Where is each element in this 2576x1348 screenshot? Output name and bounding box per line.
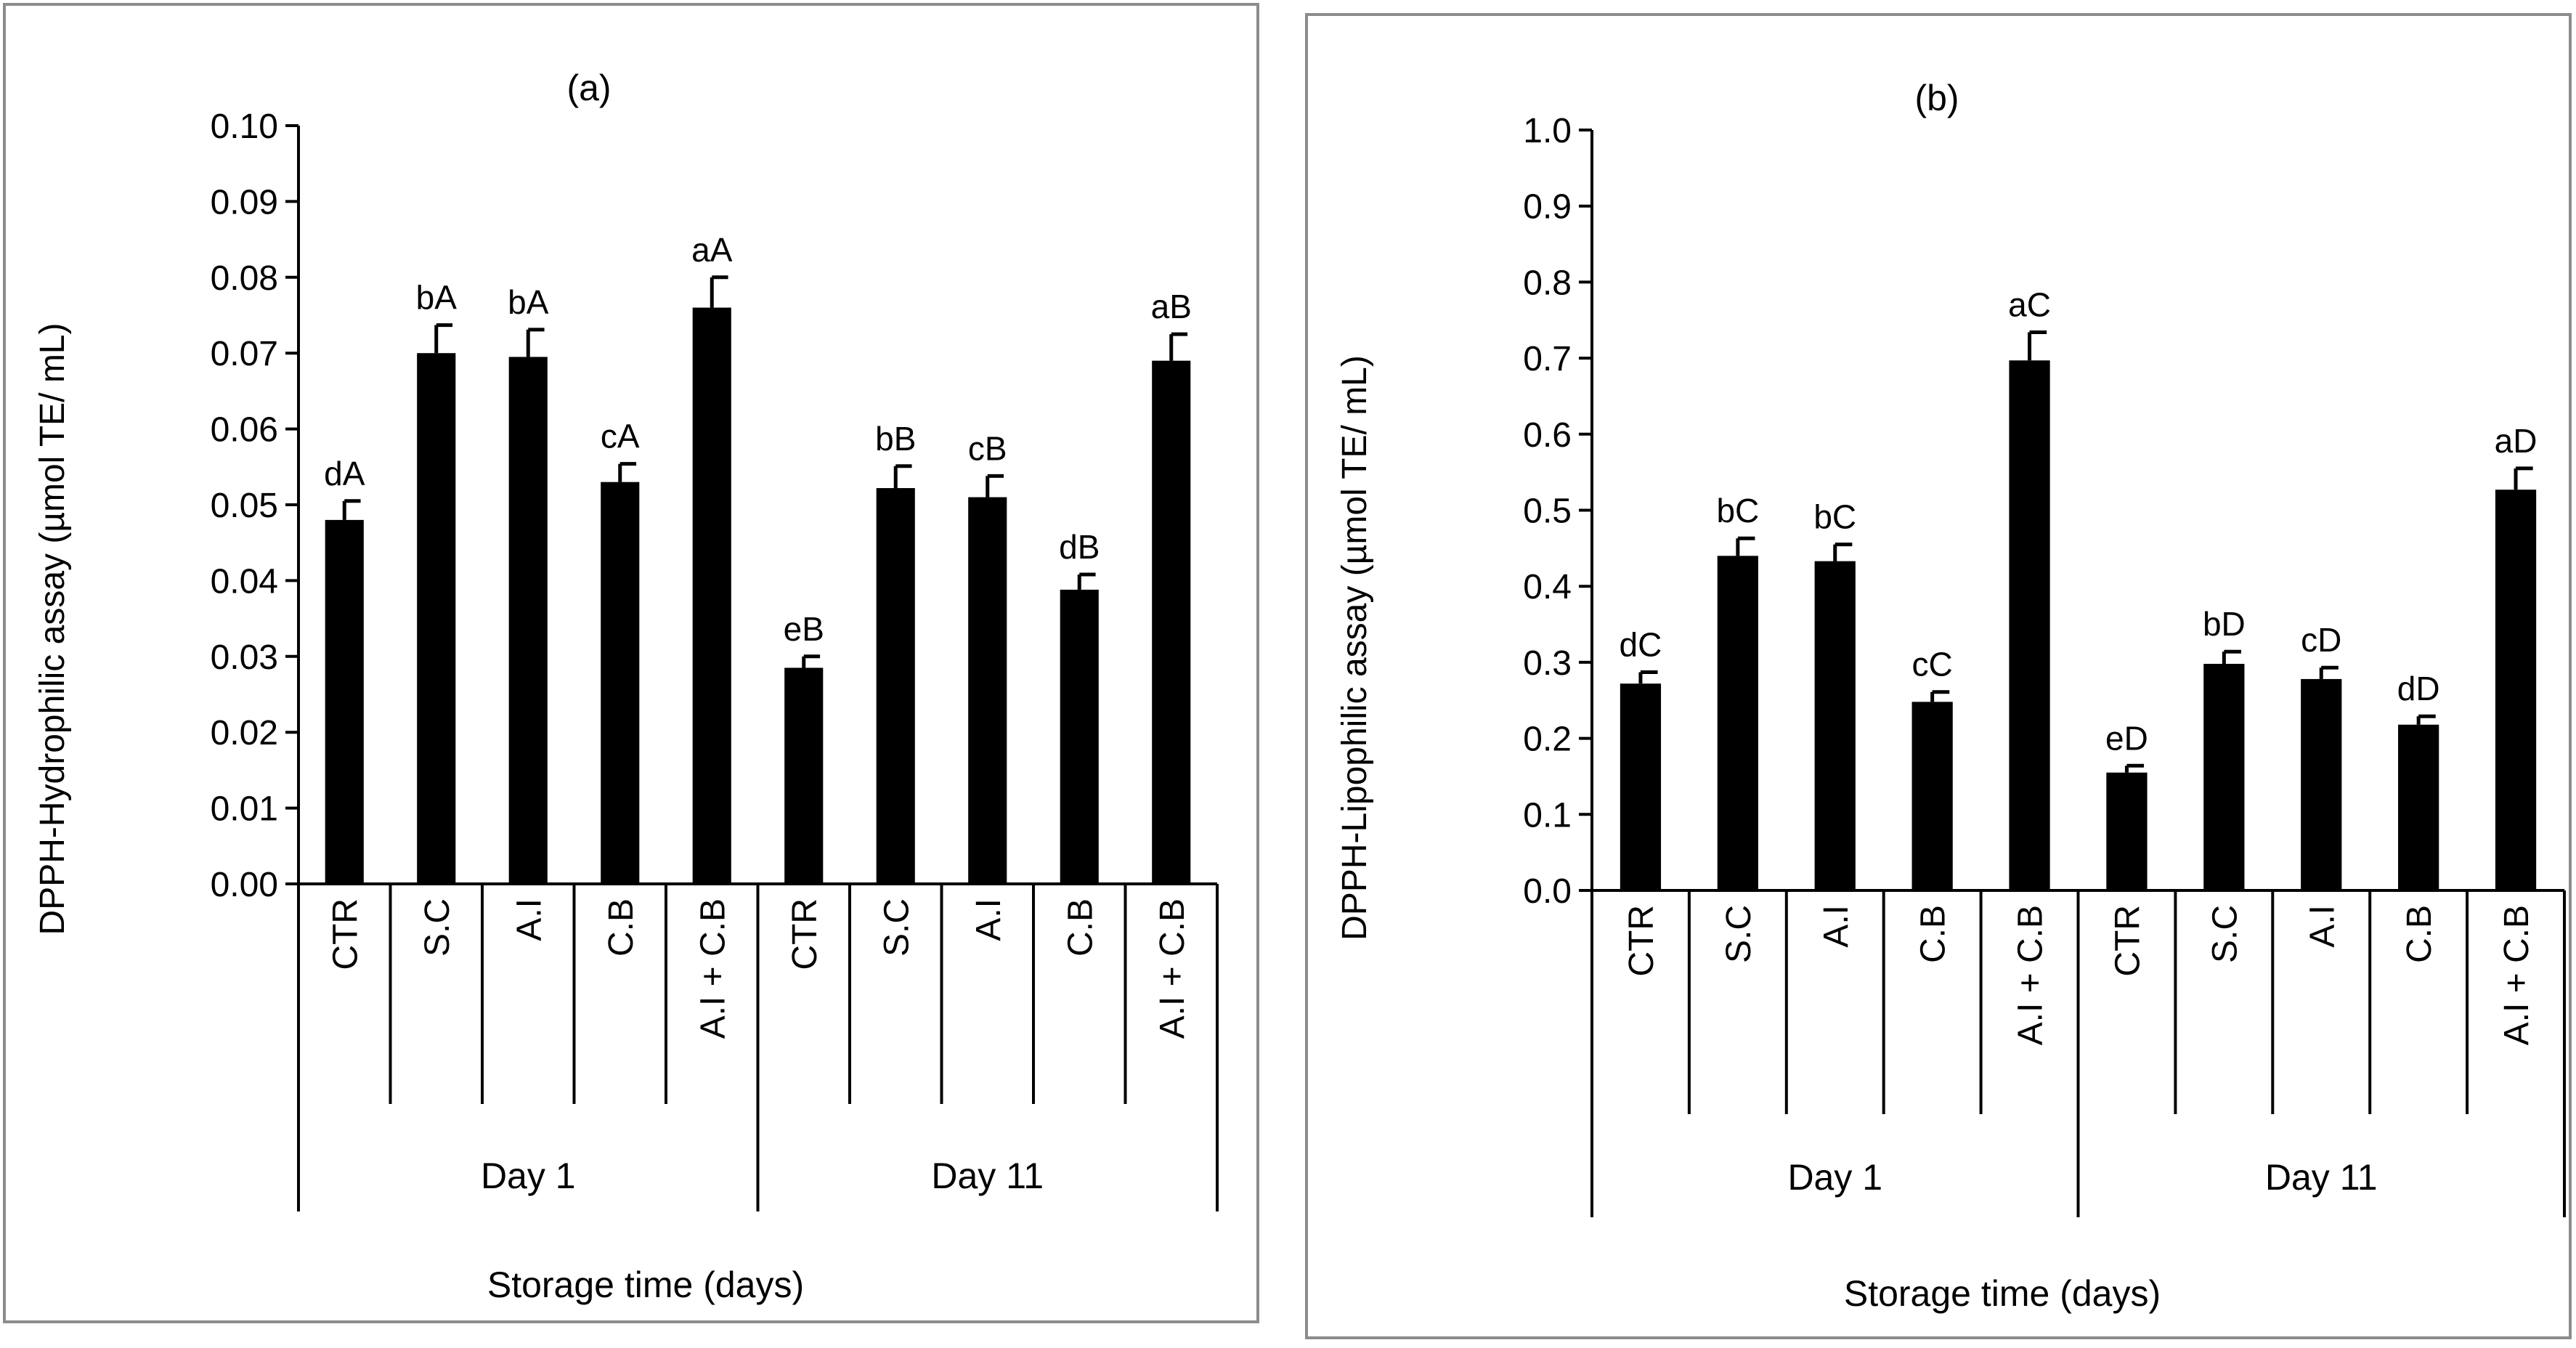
bar-a — [968, 497, 1007, 884]
category-label-b: A.I — [1817, 905, 1856, 948]
bar-b — [1814, 561, 1856, 890]
x-axis-title-b: Storage time (days) — [1844, 1273, 2161, 1314]
data-label-a: dA — [324, 455, 365, 492]
data-label-b: eD — [2105, 719, 2148, 757]
y-tick-label-a: 0.05 — [211, 487, 278, 525]
y-tick-label-b: 0.3 — [1523, 644, 1572, 683]
category-label-a: A.I — [970, 898, 1008, 941]
data-label-b: bD — [2203, 605, 2246, 643]
panel-label-a: (a) — [566, 68, 611, 108]
bar-a — [601, 482, 640, 884]
y-tick-label-a: 0.08 — [211, 259, 278, 298]
data-label-a: cA — [601, 418, 640, 455]
category-label-a: S.C — [877, 898, 916, 957]
y-tick-label-a: 0.07 — [211, 335, 278, 373]
category-label-a: A.I + C.B — [694, 898, 732, 1039]
data-label-a: eB — [784, 610, 824, 648]
bar-a — [784, 667, 824, 884]
y-tick-label-b: 0.0 — [1523, 872, 1572, 911]
data-label-b: aD — [2495, 422, 2538, 460]
chart-b-svg: (b) DPPH-Lipophilic assay (µmol TE/ mL) … — [1336, 78, 2566, 1314]
data-label-a: bA — [416, 279, 458, 317]
y-tick-label-a: 0.06 — [211, 411, 278, 450]
data-label-a: dB — [1059, 528, 1100, 566]
data-label-b: bC — [1813, 498, 1856, 536]
y-tick-label-a: 0.00 — [211, 866, 278, 904]
y-tick-label-a: 0.09 — [211, 183, 278, 222]
y-tick-label-b: 0.9 — [1523, 188, 1572, 227]
y-tick-label-b: 0.5 — [1523, 492, 1572, 531]
category-label-a: C.B — [1061, 898, 1100, 957]
data-label-b: cC — [1912, 646, 1953, 683]
y-tick-label-b: 0.6 — [1523, 416, 1572, 455]
chart-panel-b: (b) DPPH-Lipophilic assay (µmol TE/ mL) … — [1305, 13, 2572, 1339]
category-label-b: C.B — [2400, 905, 2439, 963]
bar-b — [2009, 360, 2050, 891]
category-label-a: C.B — [602, 898, 641, 957]
bar-b — [2301, 678, 2342, 890]
x-axis-title-a: Storage time (days) — [487, 1264, 804, 1305]
bar-b — [1620, 683, 1662, 890]
bar-b — [1717, 556, 1758, 890]
category-label-b: C.B — [1914, 905, 1953, 963]
category-label-b: A.I + C.B — [2498, 905, 2536, 1045]
data-label-b: aC — [2008, 286, 2051, 324]
bar-a — [876, 488, 915, 884]
category-label-b: A.I + C.B — [2012, 905, 2050, 1045]
chart-panel-a: (a) DPPH-Hydrophilic assay (µmol TE/ mL)… — [3, 3, 1259, 1323]
bar-a — [1060, 589, 1099, 884]
bar-b — [1911, 702, 1953, 890]
bar-a — [325, 519, 364, 884]
group-label-b: Day 1 — [1787, 1157, 1882, 1198]
bar-a — [692, 307, 731, 884]
data-label-a: cB — [968, 429, 1007, 467]
data-label-b: cD — [2301, 621, 2341, 659]
bar-b — [2495, 490, 2537, 890]
bar-a — [417, 353, 456, 884]
y-tick-label-a: 0.01 — [211, 790, 278, 829]
data-label-a: bA — [508, 283, 549, 321]
category-label-b: S.C — [2206, 905, 2244, 963]
category-label-a: A.I + C.B — [1153, 898, 1192, 1039]
category-label-b: CTR — [1622, 905, 1661, 977]
y-tick-label-b: 0.1 — [1523, 796, 1572, 835]
category-label-a: A.I — [510, 898, 548, 941]
chart-a-svg: (a) DPPH-Hydrophilic assay (µmol TE/ mL)… — [33, 68, 1219, 1305]
y-axis-title-a: DPPH-Hydrophilic assay (µmol TE/ mL) — [33, 323, 72, 935]
bar-a — [508, 357, 548, 884]
category-label-b: S.C — [1720, 905, 1758, 963]
data-label-a: aB — [1151, 288, 1192, 325]
y-tick-label-b: 0.8 — [1523, 264, 1572, 302]
data-label-b: bC — [1716, 492, 1759, 529]
panel-label-b: (b) — [1914, 78, 1959, 118]
y-tick-label-a: 0.03 — [211, 638, 278, 677]
data-label-b: dC — [1620, 626, 1662, 664]
data-label-a: aA — [691, 231, 733, 269]
group-label-a: Day 1 — [481, 1156, 576, 1196]
bar-a — [1152, 360, 1191, 884]
category-label-a: CTR — [326, 898, 365, 970]
bar-b — [2203, 663, 2245, 890]
category-label-a: S.C — [418, 898, 457, 957]
group-label-b: Day 11 — [2265, 1157, 2378, 1198]
y-tick-label-b: 0.4 — [1523, 568, 1572, 606]
category-label-a: CTR — [786, 898, 824, 970]
data-label-a: bB — [875, 420, 916, 458]
y-tick-label-a: 0.04 — [211, 562, 278, 601]
bar-b — [2398, 724, 2439, 890]
y-tick-label-b: 0.2 — [1523, 720, 1572, 759]
y-axis-title-b: DPPH-Lipophilic assay (µmol TE/ mL) — [1336, 355, 1374, 941]
category-label-b: A.I — [2303, 905, 2341, 948]
y-tick-label-b: 0.7 — [1523, 340, 1572, 378]
group-label-a: Day 11 — [931, 1156, 1044, 1196]
y-tick-label-b: 1.0 — [1523, 112, 1572, 150]
y-tick-label-a: 0.10 — [211, 107, 278, 146]
y-tick-label-a: 0.02 — [211, 714, 278, 752]
data-label-b: dD — [2397, 670, 2440, 707]
category-label-b: CTR — [2108, 905, 2147, 977]
bar-b — [2106, 772, 2148, 890]
